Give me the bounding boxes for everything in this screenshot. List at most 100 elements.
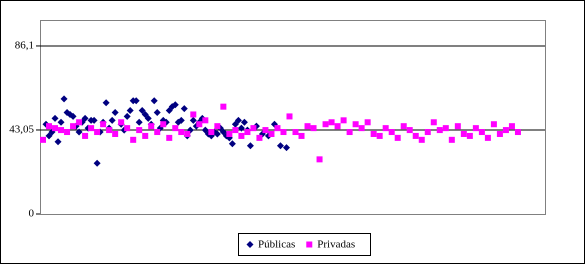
point	[400, 123, 407, 130]
point	[153, 109, 161, 117]
point	[268, 130, 275, 137]
point	[172, 125, 179, 132]
point	[40, 136, 47, 143]
point	[334, 123, 341, 130]
legend-label: Privadas	[317, 239, 355, 251]
point	[514, 129, 521, 136]
point	[208, 129, 215, 136]
point	[70, 123, 77, 130]
point	[75, 128, 83, 136]
point	[304, 123, 311, 130]
point	[406, 127, 413, 134]
point	[60, 95, 68, 103]
point	[111, 109, 119, 117]
point	[123, 112, 131, 120]
point	[220, 103, 227, 110]
point	[136, 127, 143, 134]
point	[106, 127, 113, 134]
point	[496, 130, 503, 137]
legend-label: Públicas	[258, 239, 295, 251]
point	[124, 125, 131, 132]
legend-marker	[306, 241, 313, 248]
point	[262, 127, 269, 134]
point	[274, 125, 281, 132]
point	[102, 99, 110, 107]
point	[228, 140, 236, 148]
point	[226, 130, 233, 137]
point	[352, 121, 359, 128]
point	[328, 119, 335, 126]
point	[466, 132, 473, 139]
point	[88, 125, 95, 132]
point	[292, 129, 299, 136]
point	[286, 113, 293, 120]
point	[160, 121, 167, 128]
point	[130, 136, 137, 143]
point	[82, 132, 89, 139]
y-tick-label: 0	[29, 208, 35, 220]
point	[90, 116, 98, 124]
point	[54, 138, 62, 146]
point	[93, 159, 101, 167]
point	[108, 116, 116, 124]
point	[250, 125, 257, 132]
point	[430, 119, 437, 126]
point	[57, 118, 65, 126]
point	[240, 118, 248, 126]
point	[490, 121, 497, 128]
point	[238, 132, 245, 139]
point	[126, 107, 134, 115]
point	[502, 127, 509, 134]
point	[144, 114, 152, 122]
point	[52, 125, 59, 132]
point	[442, 125, 449, 132]
point	[64, 129, 71, 136]
point	[237, 124, 245, 132]
point	[276, 142, 284, 150]
point	[190, 111, 197, 118]
point	[189, 116, 197, 124]
point	[256, 134, 263, 141]
point	[298, 132, 305, 139]
point	[100, 121, 107, 128]
y-tick-label: 86,1	[15, 39, 34, 51]
point	[382, 125, 389, 132]
point	[76, 119, 83, 126]
point	[412, 132, 419, 139]
point	[388, 129, 395, 136]
point	[51, 114, 59, 122]
point	[448, 136, 455, 143]
point	[58, 127, 65, 134]
point	[213, 130, 221, 138]
point	[364, 119, 371, 126]
point	[454, 123, 461, 130]
point	[346, 129, 353, 136]
point	[112, 130, 119, 137]
point	[46, 123, 53, 130]
point	[478, 129, 485, 136]
point	[394, 134, 401, 141]
point	[244, 129, 251, 136]
point	[460, 130, 467, 137]
point	[508, 123, 515, 130]
point	[234, 116, 242, 124]
point	[370, 130, 377, 137]
point	[166, 134, 173, 141]
point	[424, 129, 431, 136]
point	[177, 116, 185, 124]
point	[148, 123, 155, 130]
point	[472, 125, 479, 132]
point	[81, 114, 89, 122]
point	[316, 156, 323, 163]
point	[180, 105, 188, 113]
point	[135, 118, 143, 126]
point	[184, 130, 191, 137]
point	[132, 97, 140, 105]
point	[436, 127, 443, 134]
point	[418, 136, 425, 143]
point	[118, 119, 125, 126]
point	[142, 132, 149, 139]
point	[196, 121, 203, 128]
point	[171, 101, 179, 109]
